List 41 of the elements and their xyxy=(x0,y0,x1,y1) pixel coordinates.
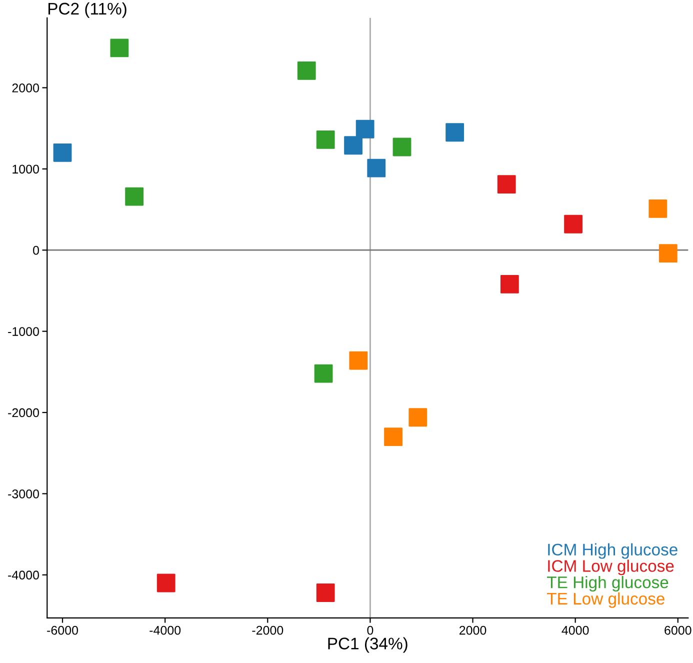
x-tick-label: 0 xyxy=(367,626,374,635)
text: ICM Low glucose xyxy=(548,560,674,576)
point xyxy=(564,214,582,234)
text: TE High glucose xyxy=(546,576,668,592)
y-tick-label: -2000 xyxy=(8,408,39,418)
point xyxy=(344,136,362,155)
x-tick-label: 2000 xyxy=(459,626,486,635)
point xyxy=(446,123,464,142)
x-tick-label: -6000 xyxy=(47,626,78,635)
y-tick-label: 2000 xyxy=(12,84,39,92)
point xyxy=(349,351,368,370)
text: TE Low glucose xyxy=(546,592,664,608)
y-tick-label: -4000 xyxy=(8,570,39,580)
point xyxy=(53,143,72,162)
point xyxy=(408,408,428,427)
x-tick-label: -2000 xyxy=(252,626,284,635)
point xyxy=(125,187,144,206)
x-axis-title: PC1 (34%) xyxy=(328,637,408,653)
y-axis-title: PC2 (11%) xyxy=(48,2,126,18)
point xyxy=(500,275,519,294)
point xyxy=(648,200,668,218)
point xyxy=(392,138,412,156)
point xyxy=(316,584,335,602)
point xyxy=(110,38,129,58)
point xyxy=(384,428,402,446)
text: ICM High glucose xyxy=(548,543,678,559)
x-tick-label: -4000 xyxy=(150,626,181,635)
point xyxy=(497,175,516,194)
point xyxy=(297,61,316,80)
x-tick-label: 4000 xyxy=(562,626,589,635)
point xyxy=(356,120,374,138)
y-tick-label: 1000 xyxy=(12,164,39,174)
y-tick-label: -1000 xyxy=(8,327,39,336)
y-tick-label: 0 xyxy=(33,246,39,255)
point xyxy=(314,364,333,383)
y-tick-label: -3000 xyxy=(8,489,39,498)
x-tick-label: 6000 xyxy=(664,626,692,635)
point xyxy=(316,130,335,149)
point xyxy=(367,158,386,178)
point xyxy=(658,244,678,263)
point xyxy=(156,574,176,592)
